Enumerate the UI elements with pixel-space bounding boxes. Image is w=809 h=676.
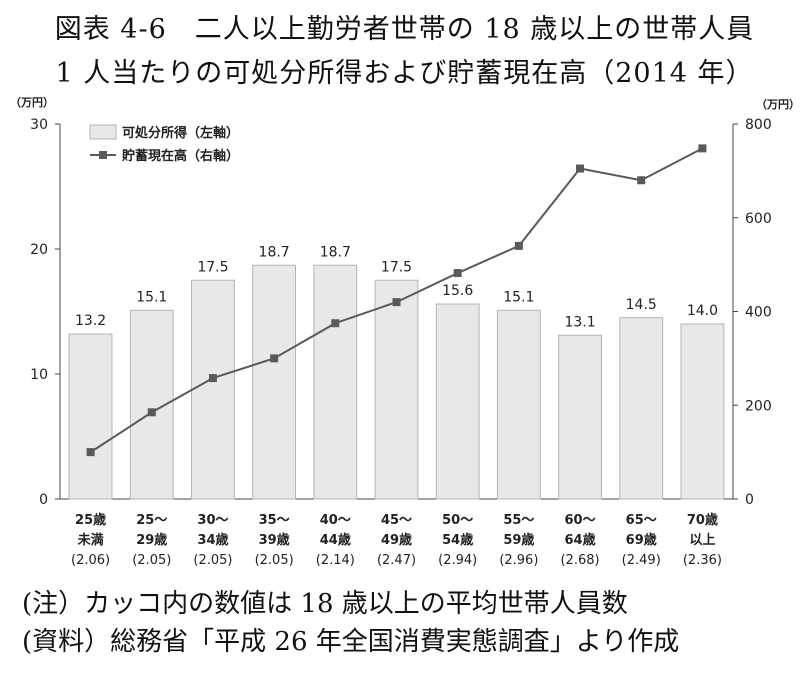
- line-point: [453, 269, 462, 278]
- bar-data-label: 15.6: [442, 283, 473, 299]
- line-point: [331, 319, 340, 328]
- x-tick-label: 39歳: [259, 532, 290, 548]
- footnote: (注）カッコ内の数値は 18 歳以上の平均世帯人員数: [22, 589, 628, 619]
- right-axis-tick-label: 800: [745, 117, 772, 133]
- x-tick-label: (2.47): [377, 553, 416, 568]
- x-tick-label: (2.96): [499, 553, 538, 568]
- line-point: [270, 354, 279, 363]
- bar: [313, 264, 358, 500]
- left-axis-unit: （万円）: [10, 96, 54, 109]
- x-tick-label: (2.05): [193, 553, 232, 568]
- x-tick-label: (2.05): [132, 553, 171, 568]
- bar-data-label: 17.5: [381, 259, 412, 275]
- x-tick-label: (2.49): [622, 553, 661, 568]
- line-series: [86, 144, 707, 457]
- right-axis-tick-label: 0: [745, 492, 754, 508]
- bar-series: 13.2 15.1 17.5 18.7 18.7 17.5 15.6 15.1 13.1 14.5…: [68, 244, 725, 500]
- x-tick-label: 44歳: [320, 532, 351, 548]
- source-note: (資料）総務省「平成 26 年全国消費実態調査」より作成: [22, 627, 680, 657]
- bar-data-label: 14.5: [626, 297, 657, 313]
- bar: [252, 264, 297, 500]
- x-tick-label: 69歳: [626, 532, 657, 548]
- x-tick-label: 65～: [626, 513, 657, 528]
- line-point: [514, 241, 523, 250]
- line-point: [576, 164, 585, 173]
- x-tick-label: (2.36): [683, 553, 722, 568]
- legend-line-label: 貯蓄現在高（右軸）: [122, 148, 239, 164]
- bar: [435, 303, 480, 500]
- x-tick-label: 59歳: [503, 532, 534, 548]
- legend-bar-label: 可処分所得（左軸）: [122, 125, 239, 141]
- x-tick-label: (2.94): [438, 553, 477, 568]
- bar: [191, 279, 235, 500]
- line-point: [698, 144, 707, 153]
- right-axis-tick-label: 400: [745, 305, 772, 321]
- left-axis-tick-label: 10: [30, 367, 48, 383]
- chart-title-line-1: 図表 4-6 二人以上勤労者世帯の 18 歳以上の世帯人員: [54, 14, 755, 45]
- bar-data-label: 13.2: [75, 313, 106, 329]
- x-tick-label: 29歳: [136, 532, 167, 548]
- x-tick-label: 未満: [77, 532, 104, 548]
- line-point: [637, 176, 646, 185]
- bar-data-label: 15.1: [503, 289, 534, 305]
- x-tick-label: (2.05): [255, 553, 294, 568]
- left-axis-tick-label: 30: [30, 117, 48, 133]
- legend: 可処分所得（左軸） 貯蓄現在高（右軸）: [89, 124, 239, 164]
- x-tick-label: 35～: [259, 513, 290, 528]
- bar-data-label: 17.5: [197, 259, 228, 275]
- bar-data-label: 13.1: [564, 314, 595, 330]
- bar: [68, 333, 113, 500]
- right-axis-unit: （万円）: [756, 98, 800, 111]
- x-tick-label: (2.06): [71, 553, 110, 568]
- x-tick-label: 40～: [320, 513, 351, 528]
- line-point: [208, 374, 217, 383]
- x-tick-label: 34歳: [197, 532, 228, 548]
- legend-bar-swatch: [89, 124, 117, 140]
- bar: [496, 309, 541, 500]
- bar-data-label: 14.0: [687, 303, 718, 319]
- x-tick-label: 25歳: [75, 512, 106, 528]
- x-tick-label: 50～: [442, 513, 473, 528]
- right-axis: 0 200 400 600 800 （万円）: [732, 98, 800, 508]
- x-tick-label: (2.14): [316, 553, 355, 568]
- x-tick-label: 49歳: [381, 532, 412, 548]
- line-point: [147, 408, 156, 417]
- x-tick-label: 以上: [689, 533, 715, 548]
- bar-data-label: 18.7: [320, 244, 351, 260]
- x-tick-label: 60～: [564, 513, 595, 528]
- left-axis-tick-label: 0: [39, 492, 48, 508]
- bar-data-label: 18.7: [259, 244, 290, 260]
- x-tick-label: 30～: [197, 513, 228, 528]
- x-tick-label: 55～: [503, 513, 534, 528]
- x-tick-label: 45～: [381, 513, 412, 528]
- bar: [558, 334, 602, 500]
- chart-area: 0 10 20 30 （万円） 0 200 400 600 800 （万円） 13.2 15.1 17…: [10, 96, 800, 568]
- right-axis-tick-label: 200: [745, 398, 772, 414]
- bar: [680, 323, 725, 500]
- x-tick-label: 25～: [136, 513, 167, 528]
- x-tick-label: 54歳: [442, 532, 473, 548]
- bar: [374, 279, 419, 500]
- bar: [619, 317, 664, 500]
- bar-data-label: 15.1: [136, 289, 167, 305]
- left-axis-tick-label: 20: [30, 242, 48, 258]
- right-axis-tick-label: 600: [745, 211, 772, 227]
- x-tick-label: 70歳: [687, 512, 718, 528]
- chart-title-line-2: 1 人当たりの可処分所得および貯蓄現在高（2014 年）: [55, 58, 754, 89]
- line-point: [86, 448, 95, 457]
- x-tick-label: (2.68): [560, 553, 599, 568]
- legend-line-marker: [99, 151, 107, 159]
- line-point: [392, 298, 401, 307]
- x-tick-label: 64歳: [564, 532, 595, 548]
